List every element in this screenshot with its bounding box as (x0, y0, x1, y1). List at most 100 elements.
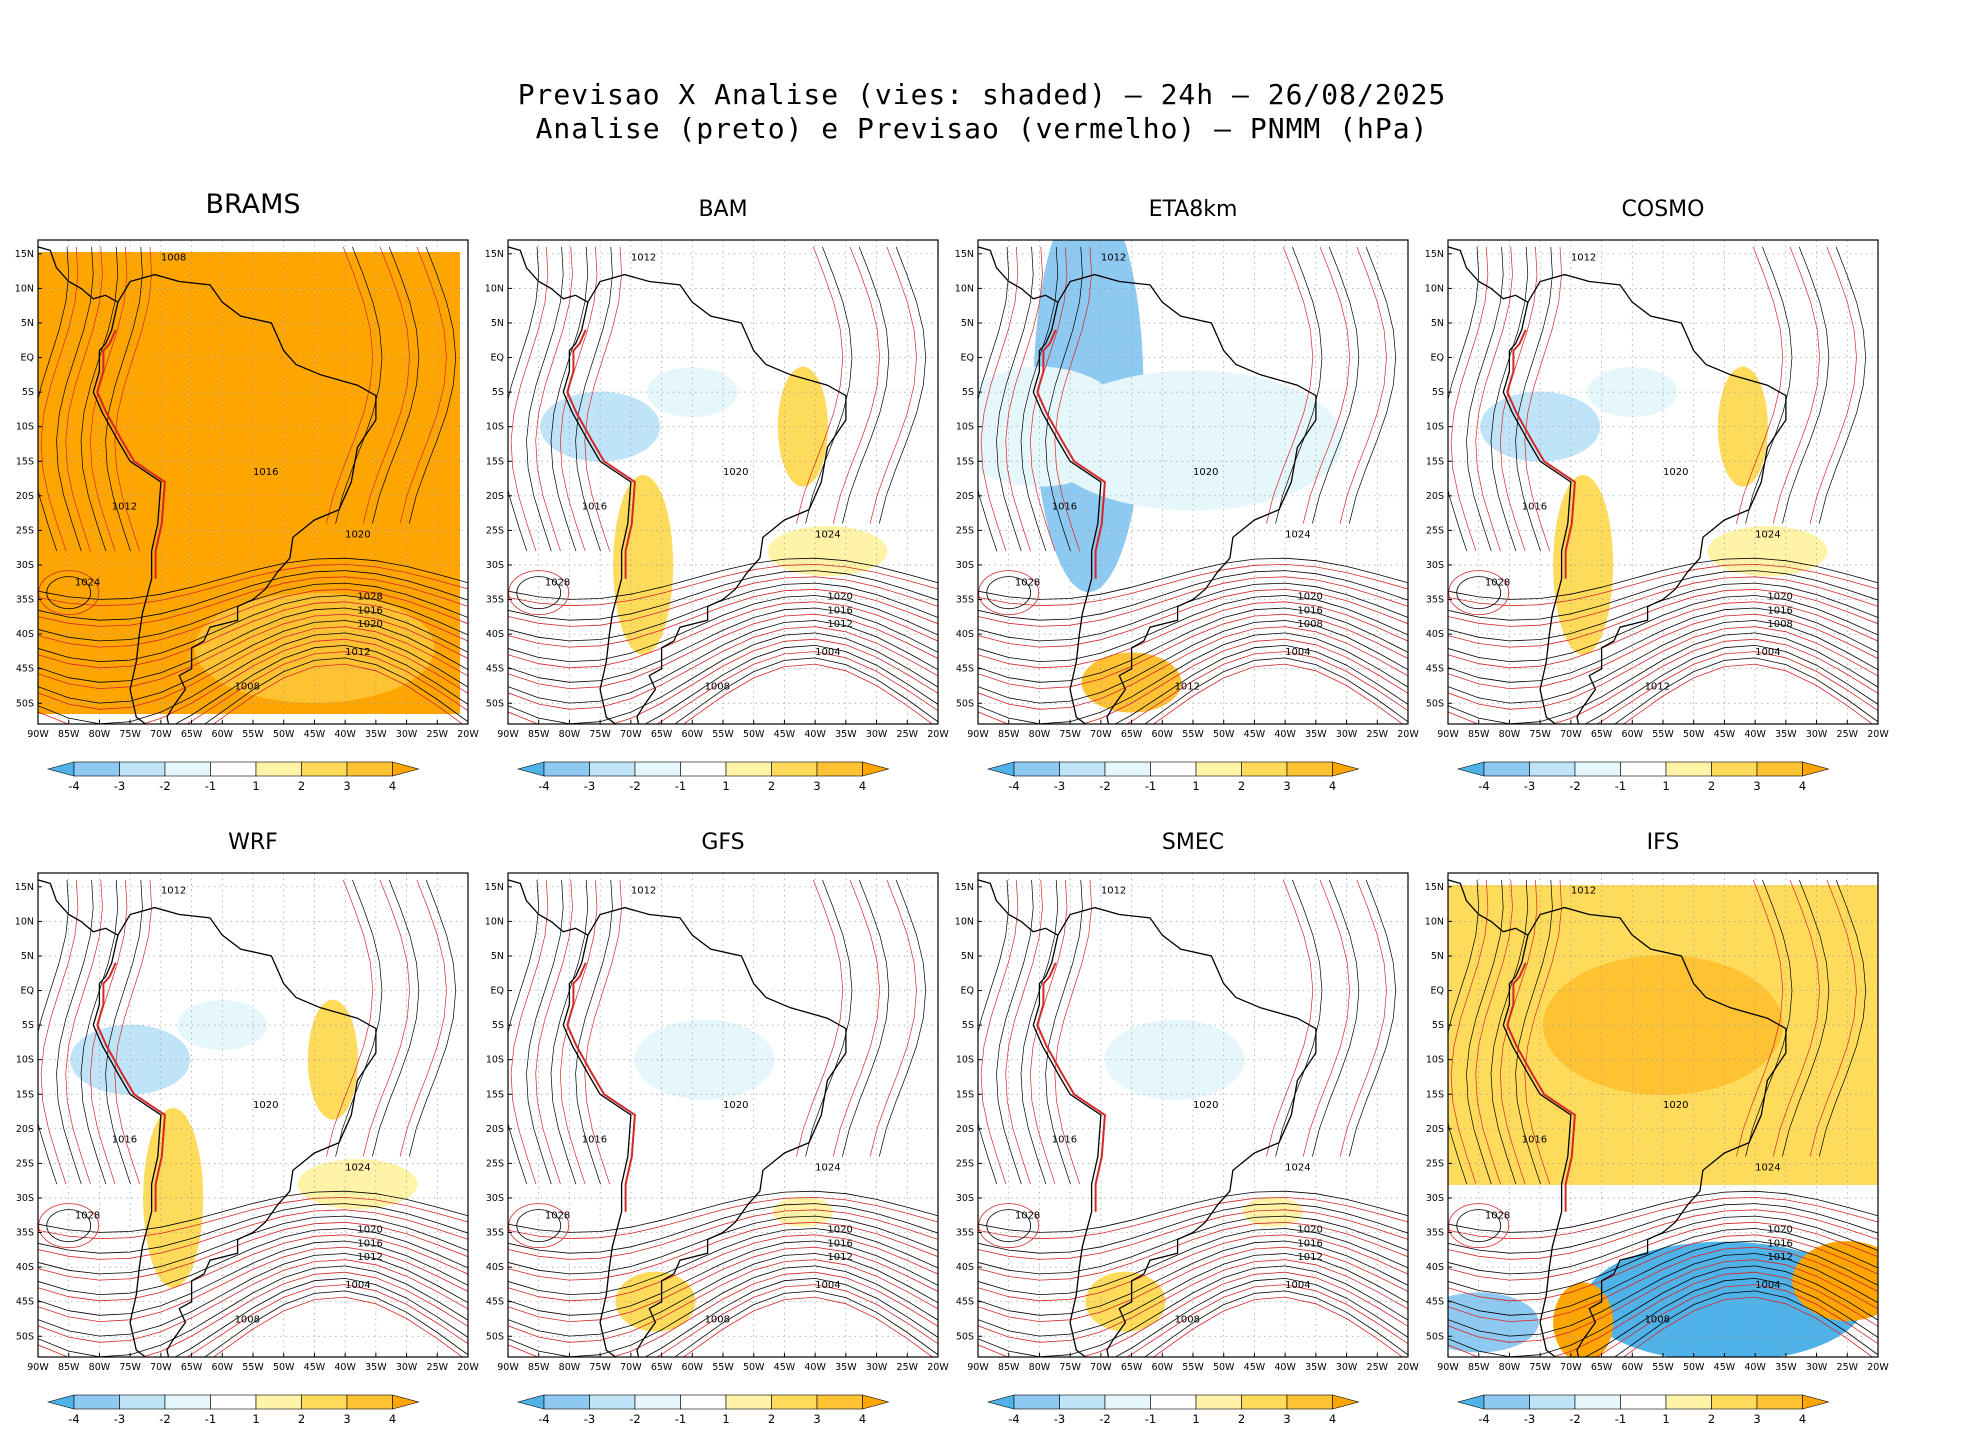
forecast-isobar (978, 576, 1408, 627)
colorbar-label: -3 (584, 1412, 595, 1426)
colorbar-label: -2 (629, 779, 640, 793)
forecast-isobar-andes (1036, 329, 1106, 579)
colorbar-label: 4 (389, 779, 396, 793)
colorbar-segment (1756, 1394, 1803, 1410)
longitude-label: 60W (212, 729, 234, 740)
colorbar-segment (301, 1394, 348, 1410)
forecast-isobar (1450, 879, 1489, 1185)
latitude-label: 40S (16, 629, 34, 640)
analysis-isobar (38, 607, 468, 683)
latitude-label: 10N (955, 916, 974, 927)
colorbar-label: 1 (1662, 779, 1669, 793)
analysis-isobar (1448, 1203, 1878, 1254)
colorbar-label: 2 (298, 779, 305, 793)
latitude-label: 5N (21, 951, 34, 962)
colorbar-label: 3 (1753, 779, 1760, 793)
latitude-label: 35S (956, 1228, 974, 1239)
forecast-isobar (655, 651, 938, 724)
colorbar-label: -3 (114, 1412, 125, 1426)
longitude-label: 30W (396, 1362, 418, 1373)
forecast-isobar (508, 1209, 938, 1260)
analysis-isobar (1045, 246, 1083, 552)
analysis-isobar (1745, 879, 1793, 1157)
longitude-label: 80W (559, 1362, 581, 1373)
analysis-isobar (1515, 879, 1553, 1185)
forecast-isobar (508, 601, 938, 669)
colorbar-label: 2 (768, 1412, 775, 1426)
forecast-isobar (978, 613, 1408, 690)
colorbar-label: 1 (1192, 779, 1199, 793)
latitude-label: 25S (16, 1158, 34, 1169)
colorbar-extend-min (986, 761, 1015, 777)
colorbar-extend-max (1802, 761, 1830, 777)
latitude-label: 5S (962, 1020, 974, 1031)
map-svg: 1008 1012 1016 1020 1024 1028 1016 1020 1012 1008… (15, 239, 479, 793)
forecast-isobar-andes (566, 329, 636, 579)
colorbar-segment (1013, 761, 1060, 777)
colorbar-label: 1 (722, 779, 729, 793)
forecast-isobar (832, 879, 880, 1157)
map-svg: 1012 1016 1020 1024 1028 1020 1016 1008 1004 1012… (955, 239, 1419, 793)
forecast-isobar (1054, 879, 1092, 1185)
longitude-label: 45W (1714, 1362, 1736, 1373)
analysis-isobar (38, 570, 468, 621)
colorbar-label: 2 (298, 1412, 305, 1426)
colorbar-segment (255, 761, 302, 777)
central-america-coastline (38, 246, 119, 303)
analysis-isobar (1456, 1209, 1502, 1243)
colorbar-segment (164, 761, 211, 777)
longitude-label: 85W (998, 1362, 1020, 1373)
latitude-label: 25S (1426, 1158, 1444, 1169)
longitude-label: 20W (1397, 729, 1419, 740)
latitude-label: 45S (956, 664, 974, 675)
colorbar-segment (725, 761, 772, 777)
analysis-isobar (1584, 644, 1878, 724)
longitude-label: 40W (804, 1362, 826, 1373)
colorbar-label: 3 (343, 1412, 350, 1426)
analysis-isobar (1020, 879, 1059, 1185)
analysis-isobar (526, 879, 564, 1185)
analysis-isobar (1114, 1277, 1408, 1357)
analysis-isobar (1348, 246, 1397, 524)
isobar-label: 1024 (75, 578, 100, 589)
latitude-label: 15N (1425, 249, 1444, 260)
forecast-isobar (510, 879, 549, 1185)
analysis-isobar (1456, 576, 1502, 610)
longitude-label: 45W (1244, 1362, 1266, 1373)
longitude-label: 55W (712, 729, 734, 740)
colorbar: -4 -3 -2 -1 1 2 3 4 (1456, 1394, 1830, 1426)
analysis-isobar (508, 620, 938, 704)
longitude-label: 35W (1775, 1362, 1797, 1373)
longitude-label: 55W (1182, 1362, 1204, 1373)
forecast-isobar (1448, 613, 1878, 690)
forecast-isobar (38, 1271, 468, 1357)
longitude-label: 50W (743, 729, 765, 740)
latitude-label: 15N (15, 882, 34, 893)
longitude-label: 90W (967, 1362, 989, 1373)
colorbar-extend-min (1456, 761, 1485, 777)
latitude-label: 45S (16, 1297, 34, 1308)
analysis-isobar (978, 620, 1408, 704)
isobar-label: 1016 (1297, 605, 1322, 616)
colorbar-label: 4 (1329, 779, 1336, 793)
forecast-isobar (508, 576, 938, 627)
forecast-isobar (978, 1209, 1408, 1260)
analysis-isobar (105, 246, 143, 552)
isobar-label: 1020 (357, 1225, 382, 1236)
bias-shading-cool (540, 391, 661, 462)
colorbar-label: -4 (538, 1412, 549, 1426)
colorbar-segment (1241, 1394, 1288, 1410)
latitude-label: 5S (22, 1020, 34, 1031)
longitude-label: 20W (1867, 729, 1889, 740)
colorbar-segment (771, 1394, 818, 1410)
analysis-isobar (56, 246, 94, 552)
analysis-isobar (644, 644, 938, 724)
forecast-isobar (1448, 1259, 1878, 1343)
isobar-label: 1004 (815, 1280, 840, 1291)
longitude-label: 80W (1029, 1362, 1051, 1373)
longitude-label: 60W (682, 1362, 704, 1373)
longitude-label: 90W (1437, 729, 1459, 740)
isobar-label: 1024 (1755, 529, 1780, 540)
forecast-isobar (38, 1221, 468, 1281)
longitude-label: 45W (304, 1362, 326, 1373)
